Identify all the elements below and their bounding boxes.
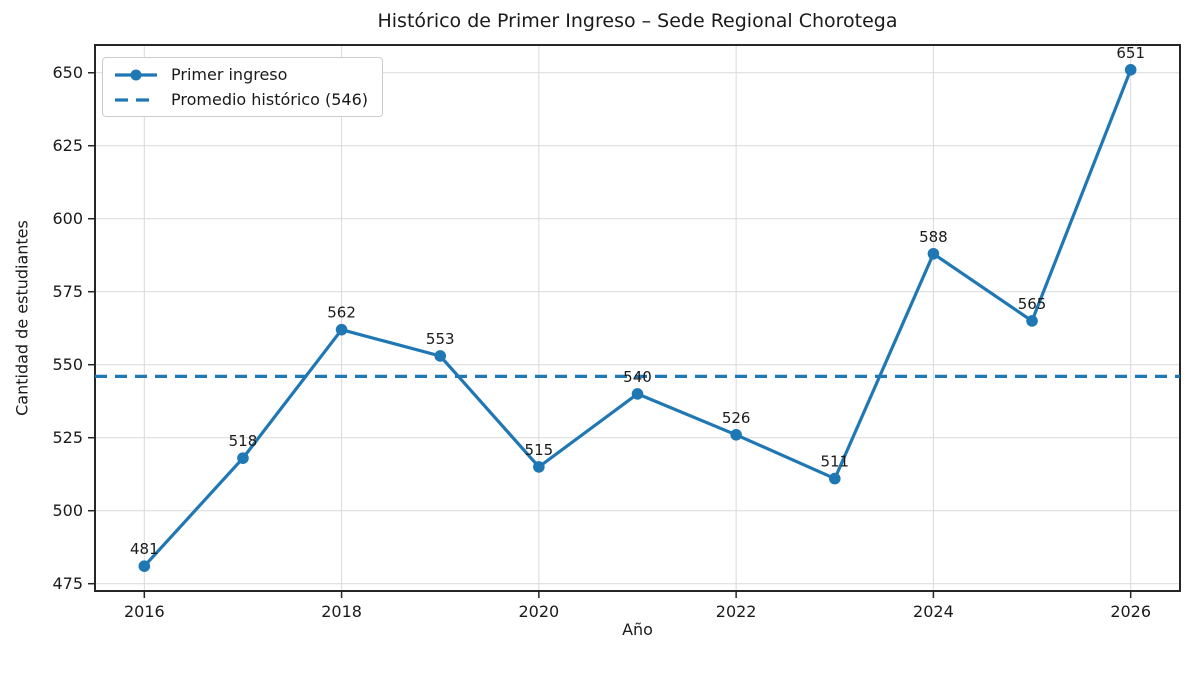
point-value-label: 518 [229,432,258,450]
y-tick-label: 650 [52,63,83,82]
legend-item-series: Primer ingreso [113,65,368,84]
point-value-label: 515 [525,441,554,459]
x-tick-label: 2016 [124,602,165,621]
legend-series-label: Primer ingreso [171,65,288,84]
data-point-marker [1026,315,1038,327]
x-tick-label: 2022 [716,602,757,621]
data-point-marker [138,560,151,572]
y-tick-label: 600 [52,209,83,228]
x-tick-label: 2020 [519,602,560,621]
x-tick-label: 2026 [1110,602,1151,621]
data-point-marker [1124,64,1137,76]
y-tick-label: 550 [52,355,83,374]
point-value-label: 565 [1018,295,1047,313]
series-line-swatch-icon [115,69,157,80]
mean-line-swatch-icon [115,97,157,102]
y-tick-label: 475 [52,574,83,593]
chart-title: Histórico de Primer Ingreso – Sede Regio… [377,10,898,32]
data-point-marker [533,461,545,473]
y-tick-label: 625 [52,136,83,155]
x-axis-label: Año [622,620,653,639]
point-value-label: 540 [623,368,652,386]
series-line [142,68,1133,568]
point-value-label: 553 [426,330,455,348]
data-point-marker [730,428,742,441]
legend-mean-label: Promedio histórico (546) [171,90,368,109]
y-tick-label: 500 [52,501,83,520]
point-value-label: 651 [1116,44,1145,62]
point-value-label: 526 [722,409,751,427]
data-point-marker [631,388,644,400]
y-tick-label: 525 [52,428,83,447]
y-tick-label: 575 [52,282,83,301]
x-tick-label: 2018 [321,602,362,621]
data-point-marker [237,452,249,464]
point-value-label: 511 [820,453,849,471]
plot-border [94,44,1181,592]
data-point-marker [335,323,348,336]
data-point-marker [828,472,841,485]
legend-item-mean: Promedio histórico (546) [113,90,368,109]
point-value-label: 588 [919,228,948,246]
point-value-label: 481 [130,540,159,558]
data-point-marker [434,350,447,362]
point-value-label: 562 [327,304,356,322]
data-point-marker [927,247,940,260]
legend: Primer ingreso Promedio histórico (546) [102,57,383,117]
x-tick-label: 2024 [913,602,954,621]
